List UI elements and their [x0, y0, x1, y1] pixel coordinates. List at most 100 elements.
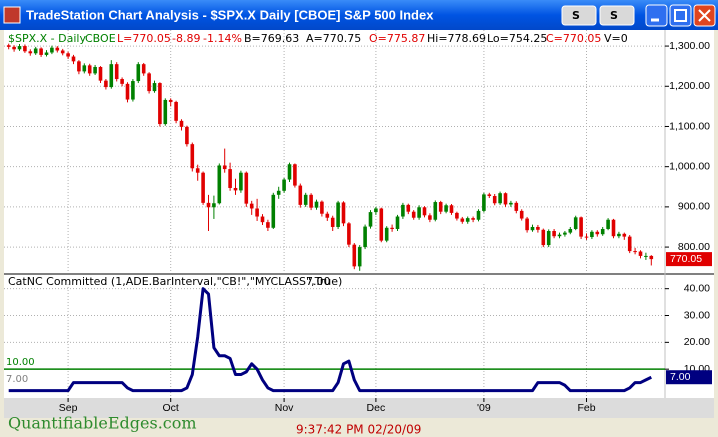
candle-body — [271, 194, 276, 228]
minimize-button[interactable] — [645, 4, 668, 27]
last-price-box — [666, 252, 712, 267]
candle-body — [600, 228, 605, 235]
candle-body — [584, 236, 589, 238]
header-field: B=769.63 — [244, 32, 299, 45]
candle-body — [541, 229, 546, 246]
candle-body — [222, 165, 227, 170]
candle-body — [17, 46, 22, 50]
candle-body — [266, 222, 270, 228]
candle-body — [374, 208, 378, 213]
maximize-button[interactable] — [669, 4, 692, 27]
last-price: 770.05 — [670, 253, 702, 265]
candle-body — [368, 212, 373, 227]
indicator-left-value: 7.00 — [6, 374, 28, 385]
button-label: S — [572, 9, 580, 22]
date-axis — [4, 398, 714, 418]
y-tick-label: 30.00 — [684, 309, 710, 321]
candle-body — [460, 218, 465, 222]
candle-body — [444, 205, 448, 212]
candle-body — [417, 207, 421, 218]
candle-body — [433, 202, 438, 220]
candle-body — [330, 217, 335, 227]
y-tick-label: 900.00 — [678, 201, 710, 213]
candle-body — [93, 66, 97, 74]
candle-body — [239, 172, 243, 191]
app-icon — [3, 6, 21, 24]
candle-body — [557, 234, 562, 237]
candle-body — [23, 46, 27, 52]
candle-body — [357, 247, 362, 267]
header-field: -8.89 — [172, 32, 200, 45]
candle-body — [465, 218, 470, 222]
candle-body — [406, 204, 411, 212]
x-tick-label: '09 — [477, 402, 491, 414]
plot-area — [4, 30, 714, 398]
candle-body — [617, 233, 621, 237]
candle-body — [395, 216, 400, 229]
candle-body — [163, 99, 168, 125]
candle-body — [201, 172, 205, 203]
candle-body — [206, 202, 211, 208]
candle-body — [82, 65, 87, 72]
candle-body — [390, 227, 394, 229]
candle-body — [347, 223, 351, 245]
header-field: -1.14% — [203, 32, 242, 45]
x-tick-label: Oct — [163, 402, 179, 414]
candle-body — [314, 201, 319, 208]
candle-body — [611, 219, 616, 237]
candle-body — [411, 211, 416, 218]
header-field: O=775.87 — [369, 32, 425, 45]
candle-body — [341, 202, 346, 224]
candle-body — [179, 120, 184, 127]
candle-body — [633, 251, 637, 253]
candle-body — [255, 208, 259, 217]
candle-body — [627, 236, 632, 252]
close-icon — [698, 9, 711, 22]
y-tick-label: 1,200.00 — [669, 80, 710, 92]
candle-body — [649, 255, 654, 260]
candle-body — [595, 231, 600, 235]
candle-body — [233, 187, 238, 191]
candle-body — [249, 203, 254, 209]
candle-body — [363, 226, 367, 248]
candle-body — [98, 66, 103, 81]
candle-body — [622, 233, 627, 237]
candle-body — [168, 99, 173, 102]
indicator-value: 7.00 — [306, 275, 331, 288]
y-tick-label: 1,000.00 — [669, 160, 710, 172]
candle-body — [44, 52, 49, 55]
style-button[interactable] — [599, 5, 635, 26]
candle-body — [487, 194, 492, 197]
header-field: C=770.05 — [546, 32, 601, 45]
header-field: CBOE — [85, 32, 116, 45]
candle-body — [212, 203, 216, 208]
candle-body — [228, 169, 232, 188]
candle-body — [606, 219, 610, 229]
candle-body — [336, 202, 340, 227]
header-field: Hi=778.69 — [427, 32, 486, 45]
candle-body — [519, 210, 524, 219]
candle-body — [33, 48, 38, 54]
candle-body — [352, 244, 357, 267]
candle-body — [125, 83, 130, 100]
candle-body — [525, 218, 529, 231]
candle-body — [644, 255, 648, 257]
candle-body — [71, 56, 76, 62]
candle-body — [455, 212, 459, 219]
y-tick-label: 1,300.00 — [669, 40, 710, 52]
candle-body — [503, 193, 508, 205]
candle-body — [293, 164, 297, 186]
candle-body — [438, 202, 443, 212]
candle-body — [109, 64, 114, 88]
candle-body — [401, 204, 405, 217]
candle-body — [50, 47, 54, 53]
x-tick-label: Feb — [577, 402, 595, 414]
candle-body — [114, 64, 119, 80]
style-button[interactable] — [561, 5, 597, 26]
candle-body — [298, 185, 303, 205]
candle-body — [6, 45, 11, 47]
header-field: Lo=754.25 — [487, 32, 547, 45]
candle-body — [77, 61, 81, 72]
timestamp: 9:37:42 PM 02/20/09 — [296, 423, 421, 437]
y-tick-label: 1,100.00 — [669, 120, 710, 132]
